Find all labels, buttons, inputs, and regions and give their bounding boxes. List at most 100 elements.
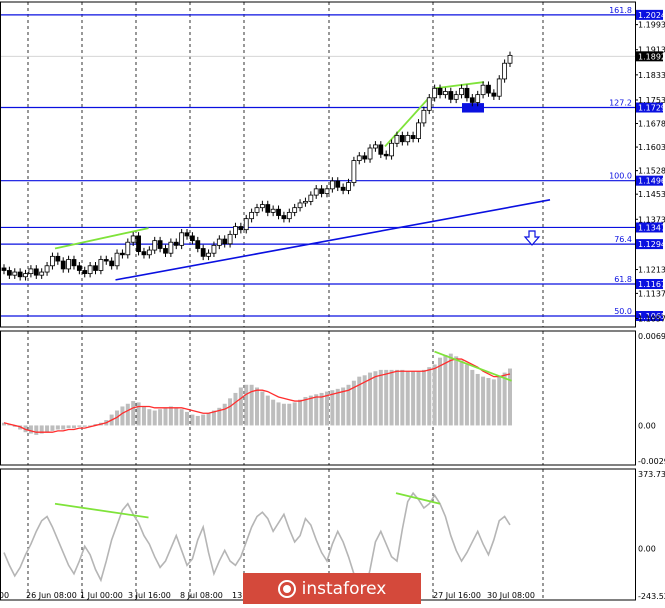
current-price-tag — [636, 51, 663, 62]
price-tick-label: 1.1528 — [638, 167, 665, 176]
histogram-bar — [211, 410, 216, 426]
candle-body — [243, 218, 249, 231]
candle-body — [356, 155, 362, 161]
candle-body — [389, 142, 394, 157]
histogram-bar — [55, 425, 60, 430]
histogram-bar — [82, 425, 87, 427]
histogram-bar — [373, 371, 378, 426]
fib-label: 61.8 — [614, 275, 632, 284]
candle-body — [265, 204, 271, 213]
fib-label: 50.0 — [614, 307, 632, 316]
histogram-bar — [174, 407, 179, 426]
candle-body — [281, 215, 287, 220]
candle-body — [464, 87, 470, 99]
candle-body — [82, 270, 88, 275]
histogram-bar — [228, 398, 233, 426]
histogram-bar — [292, 402, 297, 426]
histogram-bar — [136, 402, 141, 426]
candle-body — [329, 180, 335, 190]
x-axis-label: 26 Jun 08:00 — [26, 591, 77, 600]
macd-panel — [2, 350, 512, 435]
candle-body — [437, 87, 443, 96]
candle-body — [184, 232, 190, 237]
histogram-bar — [497, 376, 502, 426]
candle-body — [17, 271, 23, 278]
candle-body — [60, 260, 66, 270]
histogram-bar — [335, 388, 340, 426]
candle-body — [308, 194, 314, 202]
price-frame — [0, 1, 636, 328]
histogram-bar — [45, 425, 50, 433]
candle-body — [157, 240, 163, 249]
histogram-bar — [384, 369, 389, 426]
level-price-tag — [636, 311, 663, 322]
histogram-bar — [400, 369, 405, 426]
candle-body — [426, 97, 432, 111]
macd-frame — [0, 330, 636, 466]
histogram-bar — [147, 409, 152, 426]
candle-body — [130, 235, 136, 243]
histogram-bar — [405, 371, 410, 426]
histogram-bar — [217, 407, 222, 426]
price-tick-label: 1.1453 — [638, 190, 665, 199]
candle-body — [335, 180, 341, 188]
histogram-bar — [324, 391, 329, 426]
histogram-bar — [39, 425, 44, 434]
watermark-logo: instaforex — [243, 573, 421, 604]
histogram-bar — [12, 425, 17, 427]
trend-line — [115, 199, 551, 281]
price-tick-label: 1.1753 — [638, 96, 665, 105]
candle-body — [55, 255, 61, 262]
fib-label: 161.8 — [609, 6, 632, 15]
candle-body — [405, 135, 411, 143]
cci-panel — [3, 491, 511, 595]
candle-body — [103, 259, 109, 262]
x-axis-label: 30 Jul 08:00 — [487, 591, 535, 600]
histogram-bar — [88, 425, 93, 427]
histogram-bar — [351, 380, 356, 426]
histogram-bar — [443, 354, 448, 426]
x-axis-label: 16:00 — [0, 591, 9, 600]
price-tick-label: 1.1993 — [638, 21, 665, 30]
histogram-bar — [93, 424, 98, 426]
histogram-bar — [131, 401, 136, 426]
histogram-bar — [298, 399, 303, 426]
candle-body — [496, 78, 502, 97]
candle-body — [163, 248, 168, 254]
histogram-bar — [464, 364, 469, 426]
histogram-bar — [271, 399, 276, 426]
histogram-bar — [61, 425, 66, 430]
x-axis-label: 27 Jul 16:00 — [433, 591, 481, 600]
candle-body — [340, 186, 346, 191]
histogram-bar — [362, 375, 367, 426]
candle-body — [313, 188, 319, 196]
histogram-bar — [308, 395, 313, 426]
histogram-bar — [448, 353, 453, 426]
watermark-text: instaforex — [301, 578, 387, 599]
candle-body — [23, 273, 28, 278]
histogram-bar — [314, 394, 319, 426]
candle-body — [432, 87, 438, 99]
candle-body — [206, 252, 211, 257]
histogram-bar — [394, 369, 399, 426]
candle-body — [486, 84, 491, 94]
candle-body — [469, 97, 475, 103]
level-price-label: 1.1065 — [638, 312, 665, 321]
cci-divergence-line — [395, 492, 441, 505]
histogram-bar — [50, 425, 55, 431]
candle-body — [211, 244, 217, 254]
macd-tick-label: 0.00 — [638, 421, 656, 430]
histogram-bar — [141, 406, 146, 426]
candle-body — [233, 226, 238, 235]
level-price-tag — [636, 175, 663, 186]
histogram-bar — [168, 406, 173, 426]
level-price-label: 1.1347 — [638, 223, 665, 232]
divergence-line — [384, 97, 430, 148]
histogram-bar — [287, 403, 292, 426]
candle-body — [93, 265, 98, 271]
candle-body — [238, 226, 244, 231]
histogram-bar — [125, 403, 130, 426]
down-arrow-icon — [523, 230, 541, 246]
